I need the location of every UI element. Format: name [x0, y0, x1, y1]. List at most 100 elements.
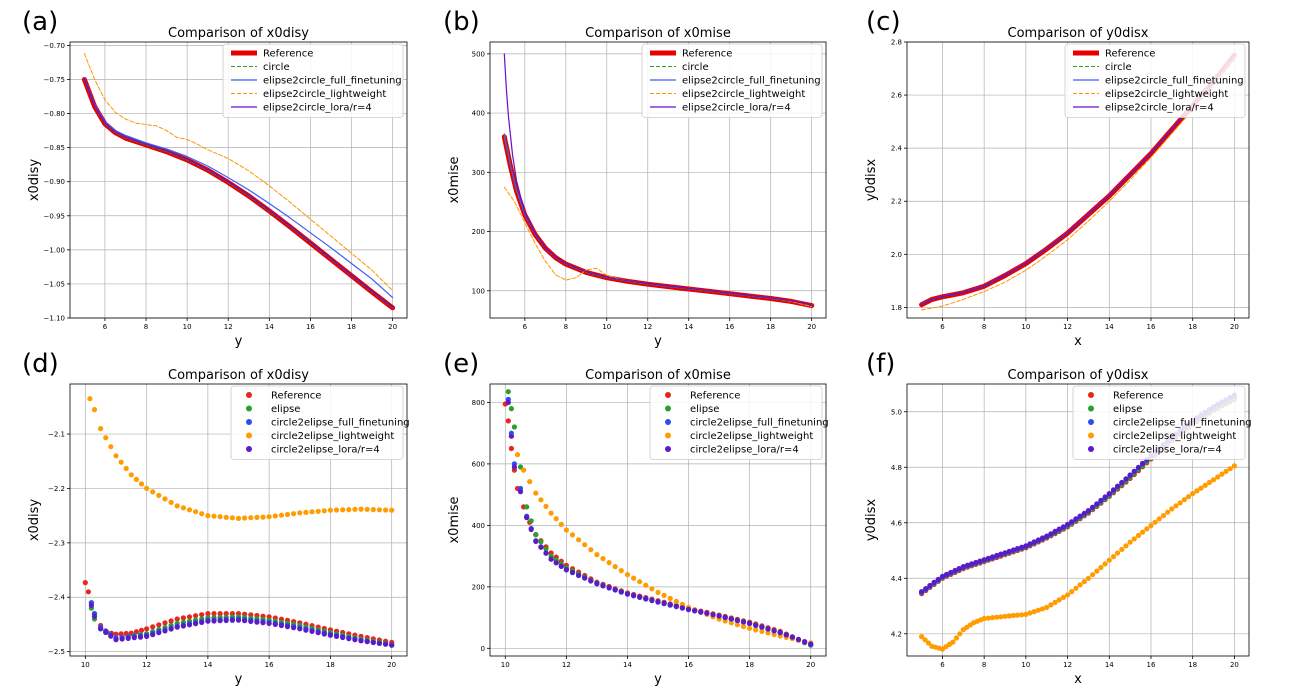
data-point [376, 640, 382, 647]
data-point [1069, 519, 1075, 525]
data-point [618, 589, 624, 595]
data-point [327, 632, 333, 638]
data-point [260, 620, 266, 626]
chart-title: Comparison of x0disy [168, 368, 309, 383]
y-tick-label: −2.2 [48, 485, 65, 493]
data-point [655, 599, 661, 605]
x-tick-label: 16 [306, 323, 315, 331]
data-point [600, 583, 606, 589]
data-point [637, 594, 643, 600]
data-point [131, 635, 137, 641]
data-point [113, 637, 119, 643]
data-point [346, 507, 352, 513]
legend-box [222, 43, 404, 118]
series-line-2 [83, 77, 394, 299]
data-point [1077, 582, 1083, 588]
data-point [186, 614, 193, 620]
series-line-3 [83, 53, 394, 292]
data-point [1119, 479, 1125, 486]
legend-label: elipse2circle_lightweight [263, 89, 386, 100]
data-point [667, 595, 673, 602]
legend: Reference circle elipse2circle_full_finetu… [641, 43, 823, 118]
data-point [1044, 604, 1050, 611]
data-point [138, 481, 145, 487]
x-axis-label: y [654, 672, 662, 687]
data-point [528, 518, 534, 524]
data-point [950, 639, 956, 645]
data-point [925, 640, 932, 646]
legend-marker [665, 392, 671, 398]
data-point [85, 589, 91, 595]
data-point [254, 514, 260, 521]
data-point [278, 622, 284, 629]
data-point [728, 616, 734, 622]
y-tick-label: 300 [472, 169, 485, 177]
legend-label: Reference [263, 49, 313, 60]
legend-label: circle [682, 62, 709, 73]
data-point [284, 511, 291, 518]
data-point [931, 579, 937, 586]
data-point [533, 538, 539, 545]
data-point [1102, 494, 1108, 500]
panel-letter: (c) [866, 7, 901, 37]
data-point [1135, 464, 1142, 470]
data-point [753, 627, 759, 633]
chart-title: Comparison of y0disx [1008, 368, 1149, 383]
x-axis-label: x [1074, 672, 1082, 687]
data-point [538, 539, 544, 545]
chart-title: Comparison of x0disy [168, 26, 309, 41]
chart-panel-3: (c) Comparison of y0disx 6 8 10 12 14 16 18 20 1.8… [864, 7, 1250, 349]
data-point [1077, 513, 1083, 519]
x-tick-label: 10 [602, 323, 611, 331]
series-line-4 [83, 78, 394, 308]
data-point [1131, 536, 1137, 542]
y-axis-label: y0disx [864, 499, 879, 542]
data-point [734, 622, 741, 628]
x-tick-label: 10 [1021, 661, 1030, 669]
data-point [1085, 508, 1091, 514]
x-tick-label: 20 [1230, 661, 1239, 669]
data-point [128, 472, 134, 478]
x-axis-label: y [235, 672, 243, 687]
data-point [919, 634, 925, 640]
data-point [1206, 479, 1212, 486]
plot-area [502, 389, 814, 648]
data-point [327, 507, 333, 513]
data-point [618, 568, 624, 574]
plot-area [82, 396, 395, 648]
data-point [649, 586, 655, 592]
data-point [235, 617, 242, 623]
y-tick-label: −1.00 [44, 246, 65, 254]
data-point [1123, 476, 1129, 482]
y-tick-label: −1.05 [44, 280, 65, 288]
data-point [1048, 602, 1054, 608]
data-point [88, 602, 94, 609]
legend-label: elipse [1113, 404, 1142, 415]
legend-marker [665, 419, 671, 425]
data-point [1140, 460, 1146, 466]
data-point [1052, 528, 1058, 535]
legend-marker [246, 432, 252, 439]
data-point [505, 399, 511, 405]
data-point [180, 615, 186, 621]
legend-label: elipse2circle_lora/r=4 [1105, 103, 1214, 114]
y-tick-label: 2.6 [891, 92, 903, 100]
data-point [211, 618, 217, 624]
data-point [223, 514, 229, 520]
data-point [1094, 501, 1100, 507]
y-tick-label: 100 [472, 287, 485, 295]
data-point [1085, 575, 1091, 581]
data-point [612, 564, 618, 570]
data-point [1119, 546, 1125, 553]
plot-frame [906, 383, 1250, 657]
x-tick-label: 12 [1063, 323, 1072, 331]
data-point [765, 626, 771, 632]
legend-label: circle2elipse_lora/r=4 [690, 445, 799, 456]
data-point [948, 569, 954, 576]
data-point [606, 585, 612, 591]
data-point [125, 635, 131, 642]
data-point [297, 626, 303, 632]
data-point [543, 503, 549, 509]
legend-label: circle [1105, 62, 1132, 73]
y-tick-label: −2.4 [48, 594, 66, 602]
